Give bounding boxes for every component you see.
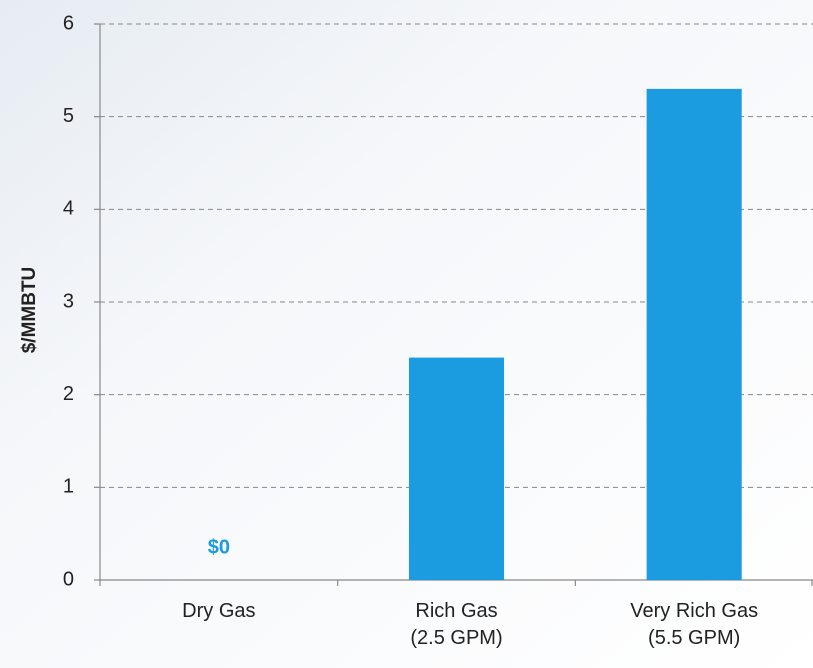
value-label: $0 <box>208 536 230 558</box>
y-tick-label: 2 <box>63 383 74 405</box>
y-tick-label: 5 <box>63 105 74 127</box>
y-tick-label: 3 <box>63 290 74 312</box>
bar <box>408 357 505 580</box>
x-tick-label: Rich Gas (2.5 GPM) <box>410 600 502 649</box>
y-tick-label: 1 <box>63 476 74 498</box>
y-tick-label: 4 <box>63 198 74 220</box>
y-tick-label: 0 <box>63 568 74 590</box>
x-tick-label: Dry Gas <box>182 600 255 622</box>
y-tick-label: 6 <box>63 12 74 34</box>
y-axis-label: $/MMBTU <box>19 267 40 354</box>
bar <box>646 88 742 580</box>
x-tick-label: Very Rich Gas (5.5 GPM) <box>630 600 758 649</box>
